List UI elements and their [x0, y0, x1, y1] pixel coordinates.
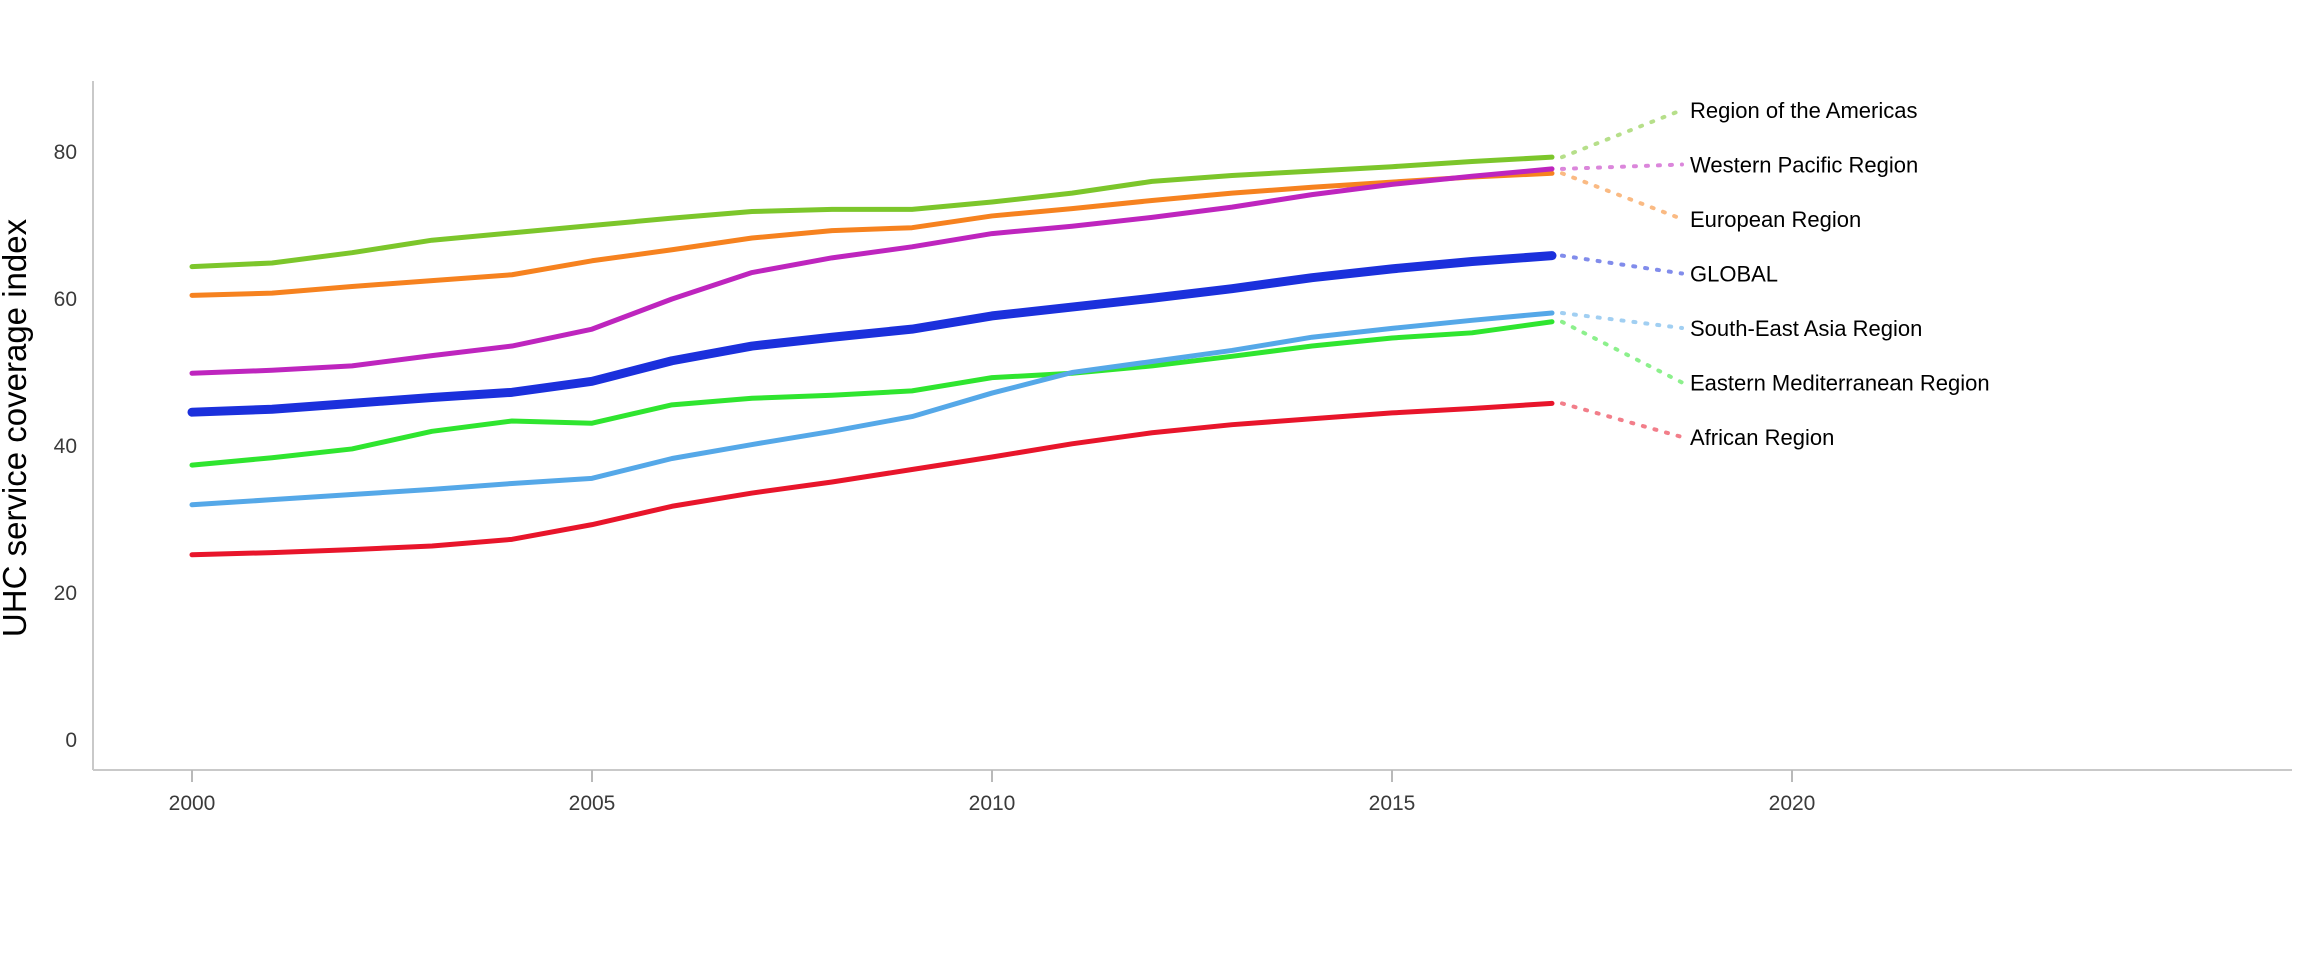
series-line-south-east-asia-region — [189, 310, 1555, 508]
series-label-european-region: European Region — [1690, 207, 1861, 232]
series-label-western-pacific-region: Western Pacific Region — [1690, 153, 1918, 178]
leader-line-eastern-mediterranean-region — [1560, 319, 1684, 385]
leader-line-global — [1560, 253, 1684, 276]
series-line-western-pacific-region — [189, 166, 1555, 376]
series-labels-layer: Region of the Americas Western Pacific Re… — [1690, 98, 1990, 450]
series-label-global: GLOBAL — [1690, 262, 1778, 287]
x-tick-label: 2020 — [1769, 792, 1816, 815]
series-label-region-of-the-americas: Region of the Americas — [1690, 98, 1917, 123]
leader-line-european-region — [1560, 171, 1684, 221]
y-axis-title: UHC service coverage index — [0, 218, 33, 637]
series-label-south-east-asia-region: South-East Asia Region — [1690, 316, 1922, 341]
series-label-african-region: African Region — [1690, 425, 1834, 450]
x-tick-label: 2005 — [569, 792, 616, 815]
series-line-global — [187, 251, 1557, 417]
series-line-eastern-mediterranean-region — [189, 319, 1555, 468]
leader-lines-layer — [1560, 108, 1684, 439]
leader-line-region-of-the-americas — [1560, 108, 1684, 160]
leader-line-western-pacific-region — [1560, 162, 1684, 171]
x-tick-label: 2015 — [1369, 792, 1416, 815]
y-tick-label: 40 — [54, 435, 77, 458]
series-line-african-region — [189, 400, 1555, 558]
series-line-european-region — [189, 170, 1555, 298]
leader-line-african-region — [1560, 401, 1684, 439]
series-line-region-of-the-americas — [189, 154, 1555, 270]
y-tick-label: 60 — [54, 288, 77, 311]
series-layer — [187, 154, 1557, 558]
x-tick-label: 2000 — [169, 792, 216, 815]
leader-line-south-east-asia-region — [1560, 310, 1684, 330]
y-tick-label: 80 — [54, 141, 77, 164]
y-tick-label: 20 — [54, 582, 77, 605]
series-label-eastern-mediterranean-region: Eastern Mediterranean Region — [1690, 371, 1990, 396]
axes-layer: 2000 2005 2010 2015 2020 0 20 40 60 80 — [54, 81, 2292, 815]
x-tick-label: 2010 — [969, 792, 1016, 815]
y-tick-label: 0 — [65, 729, 77, 752]
